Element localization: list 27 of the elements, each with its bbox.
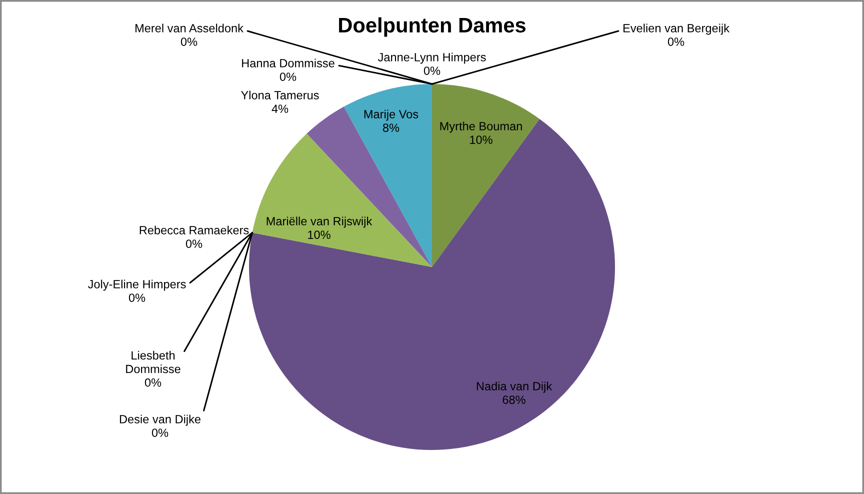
category-label: Joly-Eline Himpers (88, 280, 186, 291)
data-label: 8% (382, 124, 400, 132)
data-label: 68% (502, 396, 526, 404)
slice-label: Mariëlle van Rijswijk (266, 216, 372, 228)
text: 0% (180, 38, 198, 46)
slice-label: Ylona Tamerus (240, 90, 319, 100)
category-label: Rebecca Ramaekers (140, 226, 249, 234)
data-label: 10% (308, 230, 330, 239)
text: 0% (668, 38, 684, 46)
text: 0% (144, 378, 162, 387)
data-label: 4% (272, 104, 288, 113)
category-label: Hanna Dommisse (242, 58, 334, 68)
category-label: Liesbeth Dommisse (126, 350, 180, 374)
text: 0% (128, 294, 146, 302)
text: 0% (280, 72, 296, 81)
slice-label: Nadia van Dijk (476, 382, 552, 393)
slice-label: Myrthe Bouman (440, 122, 522, 133)
category-label: Desie van Dijke (120, 414, 200, 426)
text: 0% (186, 240, 202, 248)
category-label: Merel van Asseldonk (136, 24, 244, 32)
category-label: Janne-Lynn Himpers (378, 52, 486, 64)
text: 0% (152, 428, 168, 437)
data-label: 10% (470, 136, 492, 144)
chart-title: Doelpunten Dames (339, 17, 526, 37)
slice-label: Marije Vos (364, 110, 418, 121)
text: 0% (424, 66, 440, 75)
category-label: Evelien van Bergeijk (623, 24, 730, 35)
